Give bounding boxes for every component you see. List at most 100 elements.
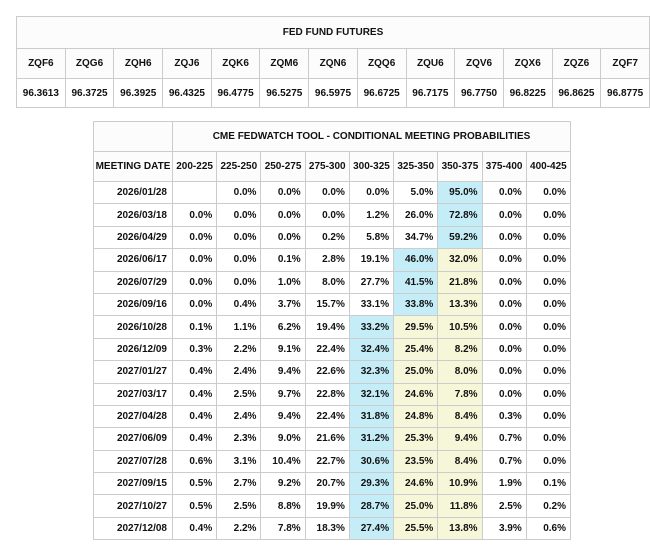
probability-cell: 29.3% — [348, 472, 395, 496]
table-row: 2026/01/28 0.0% 0.0% 0.0% 0.0% 5.0% 95.0% 0.0% 0… — [93, 180, 572, 205]
futures-contract-header: ZQF6 — [16, 48, 66, 79]
futures-price-cell: 96.8625 — [551, 78, 602, 108]
probability-cell: 32.1% — [348, 382, 395, 406]
probability-cell: 0.0% — [216, 225, 262, 250]
meeting-date-cell: 2027/01/27 — [93, 360, 173, 384]
futures-price-cell: 96.3725 — [64, 78, 115, 108]
futures-price-cell: 96.6725 — [356, 78, 407, 108]
rate-range-header: 275-300 — [304, 151, 350, 182]
probability-cell: 5.8% — [348, 225, 395, 250]
probability-cell: 0.0% — [525, 337, 572, 362]
probability-cell: 0.0% — [348, 180, 395, 205]
probability-cell: 0.0% — [481, 203, 527, 227]
meeting-date-cell: 2026/09/16 — [93, 292, 173, 317]
table-row: 2026/07/29 0.0% 0.0% 1.0% 8.0% 27.7% 41.5% 21.8… — [93, 270, 572, 294]
probability-cell: 0.0% — [525, 203, 572, 227]
futures-price-cell: 96.4325 — [162, 78, 212, 108]
probability-cell: 0.0% — [216, 203, 262, 227]
fedwatch-header-row: MEETING DATE 200-225 225-250 250-275 275-30… — [93, 151, 572, 182]
probability-cell: 0.0% — [481, 180, 527, 205]
futures-contract-header: ZQH6 — [113, 48, 164, 79]
meeting-date-cell: 2026/03/18 — [93, 203, 173, 227]
table-row: 2026/12/09 0.3% 2.2% 9.1% 22.4% 32.4% 25.4% 8.2… — [93, 337, 572, 362]
probability-cell: 0.7% — [481, 427, 527, 451]
probability-cell: 0.0% — [171, 248, 218, 272]
probability-cell: 0.0% — [525, 382, 572, 406]
rate-range-header: 300-325 — [348, 151, 395, 182]
probability-cell: 25.3% — [393, 427, 439, 451]
probability-cell: 18.3% — [304, 516, 350, 541]
table-row: 2027/01/27 0.4% 2.4% 9.4% 22.6% 32.3% 25.0% 8.0… — [93, 360, 572, 384]
probability-cell: 0.2% — [525, 494, 572, 518]
probability-cell: 21.6% — [304, 427, 350, 451]
fedwatch-title-row: CME FEDWATCH TOOL - CONDITIONAL MEETING … — [93, 121, 571, 152]
futures-contract-header: ZQV6 — [454, 48, 504, 79]
futures-contract-header: ZQN6 — [308, 48, 358, 79]
futures-price-cell: 96.7175 — [405, 78, 456, 108]
probability-cell: 25.0% — [393, 360, 439, 384]
probability-cell: 46.0% — [393, 248, 439, 272]
probability-cell: 8.4% — [437, 404, 483, 429]
probability-cell: 31.8% — [348, 404, 395, 429]
probability-cell: 19.1% — [348, 248, 395, 272]
probability-cell: 0.0% — [481, 315, 527, 339]
probability-cell: 0.4% — [171, 404, 218, 429]
probability-cell: 0.1% — [260, 248, 306, 272]
probability-cell: 22.7% — [304, 449, 350, 474]
futures-price-cell: 96.5275 — [259, 78, 310, 108]
probability-cell: 0.3% — [171, 337, 218, 362]
probability-cell: 0.0% — [304, 180, 350, 205]
probability-cell: 10.4% — [260, 449, 306, 474]
meeting-date-cell: 2027/10/27 — [93, 494, 173, 518]
probability-cell: 0.0% — [481, 337, 527, 362]
probability-cell: 22.4% — [304, 404, 350, 429]
probability-cell: 26.0% — [393, 203, 439, 227]
probability-cell: 32.4% — [348, 337, 395, 362]
probability-cell: 28.7% — [348, 494, 395, 518]
probability-cell: 0.0% — [171, 270, 218, 294]
probability-cell: 9.2% — [260, 472, 306, 496]
meeting-date-cell: 2027/12/08 — [93, 516, 173, 541]
probability-cell: 32.3% — [348, 360, 395, 384]
probability-cell: 0.0% — [171, 225, 218, 250]
probability-cell: 2.2% — [216, 516, 262, 541]
probability-cell: 0.1% — [171, 315, 218, 339]
probability-cell: 9.0% — [260, 427, 306, 451]
futures-contract-header: ZQG6 — [64, 48, 115, 79]
futures-contract-header: ZQZ6 — [551, 48, 602, 79]
probability-cell: 3.9% — [481, 516, 527, 541]
futures-contract-header: ZQU6 — [405, 48, 456, 79]
table-row: 2027/07/28 0.6% 3.1% 10.4% 22.7% 30.6% 23.5% 8.… — [93, 449, 572, 474]
probability-cell: 0.3% — [481, 404, 527, 429]
futures-contract-header: ZQM6 — [259, 48, 310, 79]
probability-cell: 0.2% — [304, 225, 350, 250]
meeting-date-cell: 2026/12/09 — [93, 337, 173, 362]
table-row: 2027/10/27 0.5% 2.5% 8.8% 19.9% 28.7% 25.0% 11.… — [93, 494, 572, 518]
probability-cell: 0.0% — [171, 292, 218, 317]
probability-cell: 27.4% — [348, 516, 395, 541]
rate-range-header: 325-350 — [393, 151, 439, 182]
table-row: 2026/03/18 0.0% 0.0% 0.0% 0.0% 1.2% 26.0% 72.8%… — [93, 203, 572, 227]
probability-cell: 9.1% — [260, 337, 306, 362]
futures-contract-header: ZQX6 — [502, 48, 553, 79]
probability-cell: 2.5% — [481, 494, 527, 518]
probability-cell: 11.8% — [437, 494, 483, 518]
probability-cell: 2.3% — [216, 427, 262, 451]
probability-cell: 0.0% — [260, 203, 306, 227]
table-row: 2026/04/29 0.0% 0.0% 0.0% 0.2% 5.8% 34.7% 59.2%… — [93, 225, 572, 250]
futures-price-row: 96.3613 96.3725 96.3925 96.4325 96.4775 96.52… — [16, 78, 650, 108]
probability-cell: 2.8% — [304, 248, 350, 272]
probability-cell: 0.4% — [171, 516, 218, 541]
meeting-date-cell: 2027/04/28 — [93, 404, 173, 429]
table-row: 2027/03/17 0.4% 2.5% 9.7% 22.8% 32.1% 24.6% 7.8… — [93, 382, 572, 406]
probability-cell: 8.0% — [437, 360, 483, 384]
futures-contract-header: ZQQ6 — [356, 48, 407, 79]
probability-cell: 0.0% — [304, 203, 350, 227]
probability-cell: 0.0% — [481, 360, 527, 384]
probability-cell: 8.2% — [437, 337, 483, 362]
probability-cell: 0.0% — [525, 360, 572, 384]
probability-cell: 10.5% — [437, 315, 483, 339]
probability-cell: 1.9% — [481, 472, 527, 496]
probability-cell: 0.0% — [525, 180, 572, 205]
table-row: 2027/04/28 0.4% 2.4% 9.4% 22.4% 31.8% 24.8% 8.4… — [93, 404, 572, 429]
